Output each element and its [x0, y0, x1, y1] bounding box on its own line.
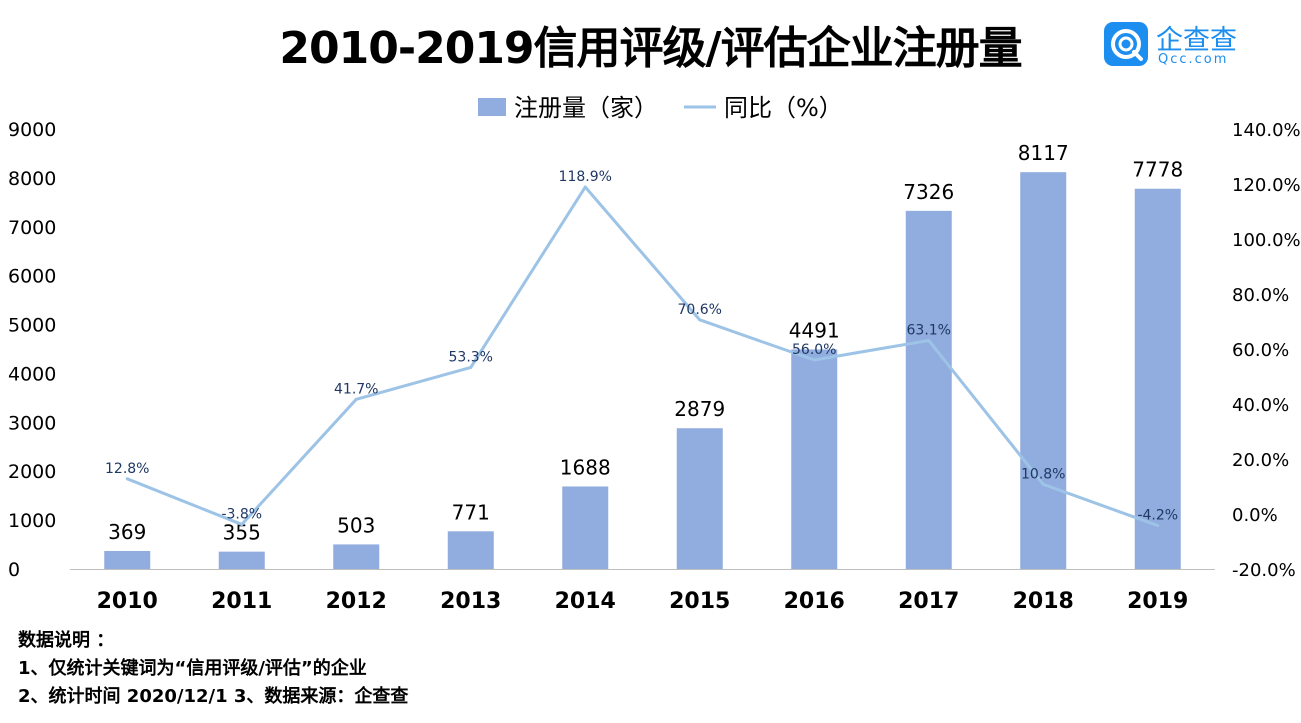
- yoy-point: [812, 358, 816, 362]
- bar: [1020, 172, 1067, 569]
- right-axis-tick-label: 100.0%: [1232, 230, 1301, 251]
- x-axis-tick-label: 2019: [1127, 589, 1188, 614]
- yoy-point: [125, 477, 129, 481]
- chart: 注册量（家） 同比（%） 0 1000 2000 3000 4000 5000 6000 7000…: [8, 94, 1301, 614]
- yoy-value-label: 10.8%: [1021, 466, 1065, 482]
- legend-bar-label: 注册量（家）: [514, 94, 658, 122]
- bar-value-label: 7326: [903, 180, 954, 204]
- left-axis-tick-label: 2000: [8, 461, 56, 483]
- bar-value-label: 503: [337, 513, 375, 537]
- x-axis-tick-label: 2013: [440, 589, 501, 614]
- right-axis-tick-label: 120.0%: [1232, 175, 1301, 196]
- yoy-point: [927, 338, 931, 342]
- yoy-point: [240, 522, 244, 526]
- yoy-point: [1156, 524, 1160, 528]
- bar: [562, 486, 609, 569]
- bar-value-label: 2879: [674, 397, 725, 421]
- yoy-value-label: 118.9%: [559, 169, 612, 185]
- notes-line-1: 1、仅统计关键词为“信用评级/评估”的企业: [18, 658, 367, 679]
- x-axis-tick-label: 2015: [669, 589, 730, 614]
- left-axis-tick-label: 4000: [8, 363, 56, 385]
- chart-title: 2010-2019信用评级/评估企业注册量: [279, 23, 1022, 74]
- notes-heading: 数据说明 ：: [18, 630, 115, 651]
- bar: [333, 544, 380, 569]
- yoy-value-label: 53.3%: [449, 349, 493, 365]
- bar: [447, 531, 494, 569]
- bar: [1134, 188, 1181, 569]
- yoy-value-label: 41.7%: [334, 381, 378, 397]
- bar-value-label: 4491: [789, 318, 840, 342]
- right-axis-tick-label: 80.0%: [1232, 285, 1289, 306]
- bar: [791, 349, 838, 569]
- yoy-value-label: 63.1%: [907, 322, 951, 338]
- left-axis-tick-label: 9000: [8, 119, 56, 141]
- left-axis-tick-label: 3000: [8, 412, 56, 434]
- right-axis-tick-label: 140.0%: [1232, 120, 1301, 141]
- bar: [676, 428, 723, 569]
- right-axis-tick-label: 20.0%: [1232, 450, 1289, 471]
- yoy-line: [126, 185, 1159, 527]
- qcc-logo-icon: [1104, 22, 1148, 66]
- right-axis-tick-label: 40.0%: [1232, 395, 1289, 416]
- x-axis-tick-label: 2010: [97, 589, 158, 614]
- left-axis-tick-label: 8000: [8, 168, 56, 190]
- x-axis-tick-label: 2014: [555, 589, 616, 614]
- yoy-value-label: -4.2%: [1137, 508, 1178, 524]
- bar: [218, 551, 265, 569]
- bar-value-label: 8117: [1018, 141, 1069, 165]
- data-notes: 数据说明 ： 1、仅统计关键词为“信用评级/评估”的企业 2、统计时间 2020…: [18, 627, 408, 711]
- bar-value-label: 1688: [560, 455, 611, 479]
- bar-value-label: 771: [452, 500, 490, 524]
- bar: [905, 210, 952, 569]
- yoy-point: [469, 365, 473, 369]
- yoy-value-label: 70.6%: [678, 302, 722, 318]
- x-axis-tick-label: 2018: [1013, 589, 1074, 614]
- bar-value-label: 369: [108, 520, 146, 544]
- x-axis-tick-label: 2016: [784, 589, 845, 614]
- left-axis-tick-label: 6000: [8, 266, 56, 288]
- logo-text: 企查查: [1156, 25, 1237, 56]
- left-axis-tick-label: 1000: [8, 510, 56, 532]
- yoy-point: [583, 185, 587, 189]
- left-axis-tick-label: 0: [8, 559, 20, 581]
- yoy-value-label: 12.8%: [105, 461, 149, 477]
- right-axis-tick-label: 0.0%: [1232, 505, 1278, 526]
- yoy-value-label: -3.8%: [221, 506, 262, 522]
- right-axis-tick-label: 60.0%: [1232, 340, 1289, 361]
- left-axis-tick-label: 7000: [8, 217, 56, 239]
- yoy-value-label: 56.0%: [792, 342, 836, 358]
- right-axis-tick-label: -20.0%: [1232, 560, 1296, 581]
- yoy-point: [1041, 482, 1045, 486]
- x-axis-tick-label: 2012: [326, 589, 387, 614]
- x-axis-tick-label: 2011: [211, 589, 272, 614]
- yoy-point: [698, 318, 702, 322]
- notes-line-2: 2、统计时间 2020/12/1 3、数据来源：企查查: [18, 686, 409, 707]
- bar-value-label: 7778: [1132, 158, 1183, 182]
- yoy-point: [354, 397, 358, 401]
- left-axis-tick-label: 5000: [8, 315, 56, 337]
- legend-line-label: 同比（%）: [724, 94, 843, 122]
- x-axis-tick-label: 2017: [898, 589, 959, 614]
- bar: [104, 550, 151, 569]
- logo-subtext: Qcc.com: [1158, 52, 1229, 67]
- legend-bar-swatch: [478, 98, 506, 116]
